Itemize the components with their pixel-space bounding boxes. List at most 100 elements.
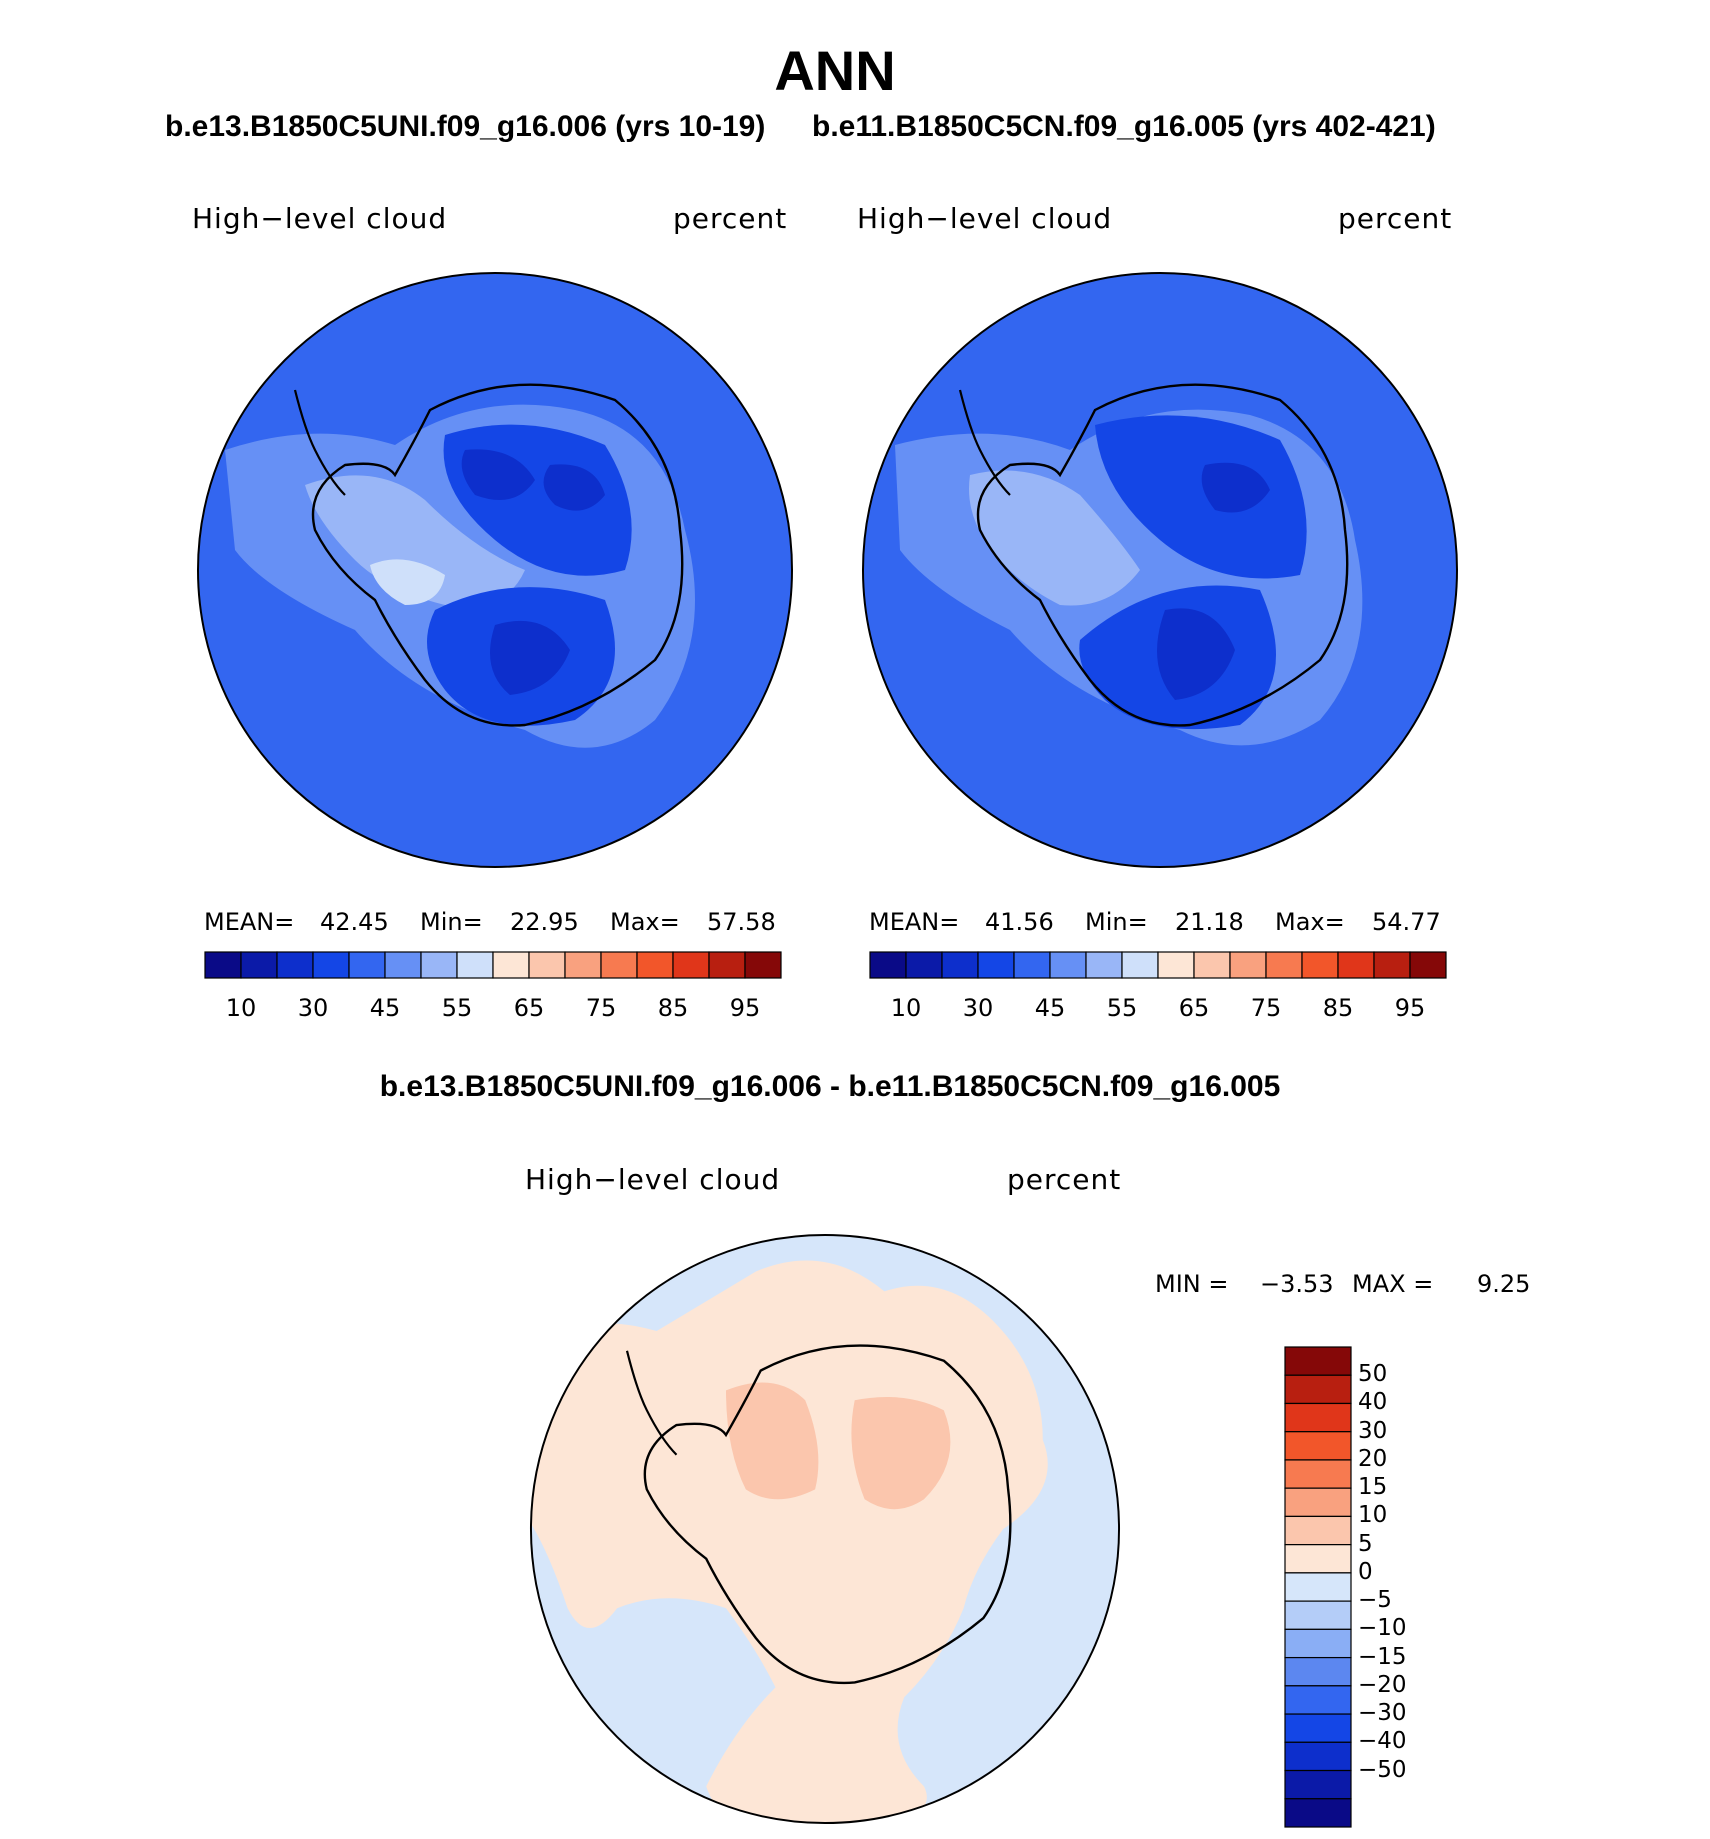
colorbar-swatch [1284,1431,1352,1461]
colorbar-tick-label: −15 [1358,1643,1407,1670]
panel2-units: percent [1338,202,1453,235]
colorbar-swatch [1229,951,1267,979]
colorbar-swatch [1157,951,1195,979]
colorbar-swatch [869,951,907,979]
colorbar-swatch [1013,951,1051,979]
colorbar-swatch [1284,1769,1352,1800]
colorbar-swatch [708,951,746,979]
colorbar-tick-label: 50 [1358,1361,1388,1388]
colorbar-swatch [600,951,638,979]
diff-max-label: MAX = [1352,1270,1434,1298]
colorbar-swatch [1265,951,1303,979]
colorbar-swatch [204,951,242,979]
colorbar-swatch [1284,1402,1352,1433]
colorbar-swatch [1373,951,1411,979]
diff-min-label: MIN = [1155,1270,1229,1298]
colorbar-swatch [528,951,566,979]
diff-title: b.e13.B1850C5UNI.f09_g16.006 - b.e11.B18… [379,1070,1281,1103]
colorbar-tick-label: 95 [1394,994,1426,1022]
colorbar-swatch [1284,1798,1352,1828]
colorbar-swatch [312,951,350,979]
colorbar-swatch [348,951,386,979]
colorbar-tick-label: 5 [1358,1530,1373,1557]
colorbar-swatch [1284,1544,1352,1574]
colorbar-swatch [420,951,458,979]
panel1-mean: 42.45 [320,908,389,936]
colorbar-swatch [456,951,494,979]
diff-map [529,1233,1121,1825]
panel2-variable: High−level cloud [857,202,1113,235]
colorbar-tick-label: 30 [297,994,329,1022]
colorbar-swatch [1049,951,1087,979]
colorbar-swatch [1409,951,1447,979]
panel1-max: 57.58 [707,908,776,936]
colorbar-tick-label: 45 [1034,994,1066,1022]
colorbar-swatch [240,951,278,979]
colorbar-swatch [1284,1374,1352,1405]
colorbar-tick-label: −5 [1358,1587,1392,1614]
colorbar-swatch [1121,951,1159,979]
diff-units: percent [1007,1163,1122,1196]
colorbar-swatch [1284,1741,1352,1772]
colorbar-tick-label: 10 [225,994,257,1022]
colorbar-swatch [672,951,710,979]
colorbar-tick-label: 10 [890,994,922,1022]
colorbar-tick-label: −20 [1358,1671,1407,1698]
panel2-max: 54.77 [1372,908,1441,936]
colorbar-swatch [1284,1572,1352,1602]
panel2-mean-label: MEAN= [869,908,960,936]
panel1-map [197,272,793,868]
diff-colorbar [1284,1346,1352,1828]
colorbar-tick-label: −50 [1358,1756,1407,1783]
figure-title: ANN [774,39,896,102]
colorbar-swatch [1193,951,1231,979]
colorbar-swatch [1337,951,1375,979]
colorbar-swatch [1284,1515,1352,1546]
colorbar-tick-label: 65 [513,994,545,1022]
diff-variable: High−level cloud [525,1163,781,1196]
colorbar-tick-label: −30 [1358,1700,1407,1727]
colorbar-tick-label: 15 [1358,1474,1388,1501]
colorbar-tick-label: 95 [729,994,761,1022]
colorbar-tick-label: 45 [369,994,401,1022]
colorbar-swatch [941,951,979,979]
colorbar-tick-label: 85 [1322,994,1354,1022]
colorbar-swatch [1284,1656,1352,1687]
panel2-mean: 41.56 [985,908,1054,936]
colorbar-swatch [564,951,602,979]
colorbar-swatch [1284,1600,1352,1630]
panel2-map [862,272,1458,868]
panel2-min-label: Min= [1085,908,1148,936]
colorbar-tick-label: 55 [441,994,473,1022]
colorbar-tick-label: 10 [1358,1502,1388,1529]
colorbar-tick-label: 65 [1178,994,1210,1022]
colorbar-tick-label: 30 [962,994,994,1022]
colorbar-swatch [492,951,530,979]
colorbar-swatch [1284,1487,1352,1518]
panel1-colorbar [204,951,782,979]
colorbar-swatch [977,951,1015,979]
colorbar-tick-label: 40 [1358,1389,1388,1416]
colorbar-swatch [636,951,674,979]
panel2-max-label: Max= [1275,908,1345,936]
colorbar-tick-label: 0 [1358,1558,1373,1585]
colorbar-swatch [1284,1346,1352,1376]
panel1-units: percent [673,202,788,235]
colorbar-tick-label: 20 [1358,1445,1388,1472]
colorbar-swatch [1284,1713,1352,1743]
panel1-max-label: Max= [610,908,680,936]
colorbar-swatch [1085,951,1123,979]
diff-min: −3.53 [1260,1270,1334,1298]
colorbar-swatch [905,951,943,979]
case2-title: b.e11.B1850C5CN.f09_g16.005 (yrs 402-421… [812,110,1436,143]
colorbar-swatch [744,951,782,979]
panel1-mean-label: MEAN= [204,908,295,936]
colorbar-swatch [384,951,422,979]
colorbar-tick-label: −40 [1358,1728,1407,1755]
colorbar-tick-label: −10 [1358,1615,1407,1642]
colorbar-tick-label: 55 [1106,994,1138,1022]
panel1-min-label: Min= [420,908,483,936]
panel2-min: 21.18 [1175,908,1244,936]
colorbar-tick-label: 85 [657,994,689,1022]
colorbar-swatch [1284,1628,1352,1659]
